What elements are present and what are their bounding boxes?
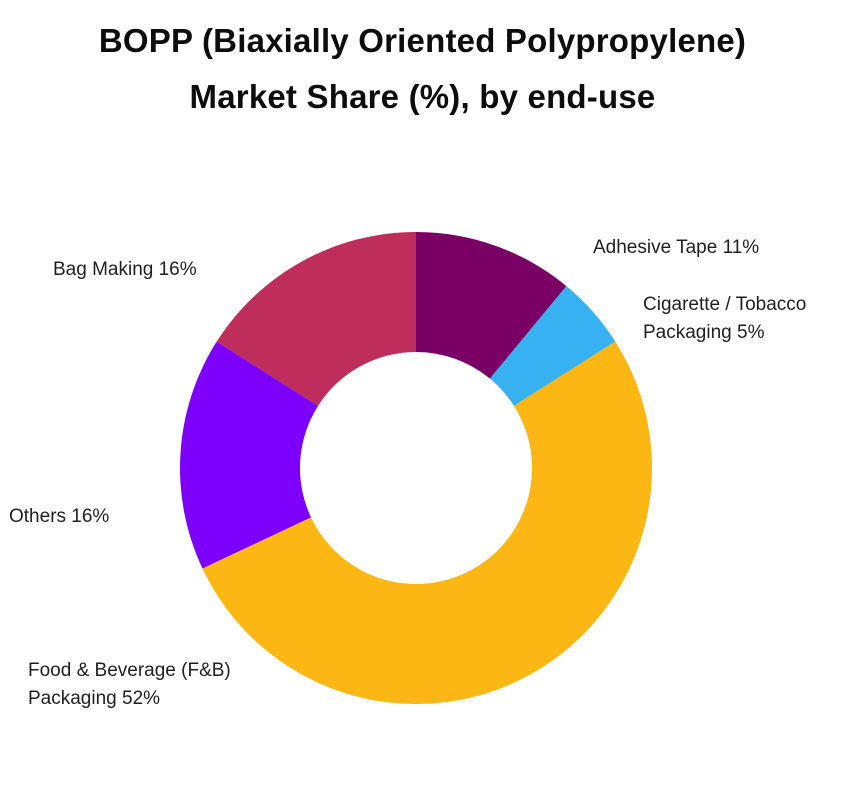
slice-label-food-beverage-packaging: Food & Beverage (F&B) Packaging 52% — [28, 660, 231, 709]
donut-slice-cigarette-tobacco-packaging — [489, 286, 616, 406]
chart-title-line-2: Market Share (%), by end-use — [189, 78, 656, 115]
slice-label-cigarette-tobacco-packaging: Cigarette / Tobacco Packaging 5% — [643, 294, 807, 343]
chart-title-line-1: BOPP (Biaxially Oriented Polypropylene) — [98, 22, 747, 59]
slice-label-others: Others 16% — [9, 506, 110, 527]
donut-slice-bag-making — [216, 232, 416, 406]
chart-title: BOPP (Biaxially Oriented Polypropylene) … — [0, 13, 845, 125]
slice-label-bag-making: Bag Making 16% — [53, 259, 197, 280]
donut-slice-adhesive-tape — [416, 232, 567, 379]
slice-label-adhesive-tape: Adhesive Tape 11% — [593, 237, 760, 258]
donut-slice-others — [179, 341, 319, 569]
donut-slice-food-beverage-packaging — [202, 341, 652, 704]
